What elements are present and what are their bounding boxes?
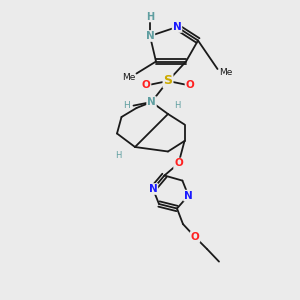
Text: H: H xyxy=(146,11,154,22)
Text: H: H xyxy=(174,101,180,110)
Text: O: O xyxy=(174,158,183,169)
Text: N: N xyxy=(148,184,158,194)
Text: O: O xyxy=(185,80,194,91)
Text: N: N xyxy=(146,31,154,41)
Text: Me: Me xyxy=(122,74,136,82)
Text: Me: Me xyxy=(219,68,232,77)
Text: N: N xyxy=(184,190,193,201)
Text: O: O xyxy=(190,232,200,242)
Text: H: H xyxy=(123,100,129,109)
Text: O: O xyxy=(142,80,151,91)
Text: N: N xyxy=(147,97,156,107)
Text: H: H xyxy=(115,151,122,160)
Text: N: N xyxy=(172,22,182,32)
Text: S: S xyxy=(164,74,172,88)
